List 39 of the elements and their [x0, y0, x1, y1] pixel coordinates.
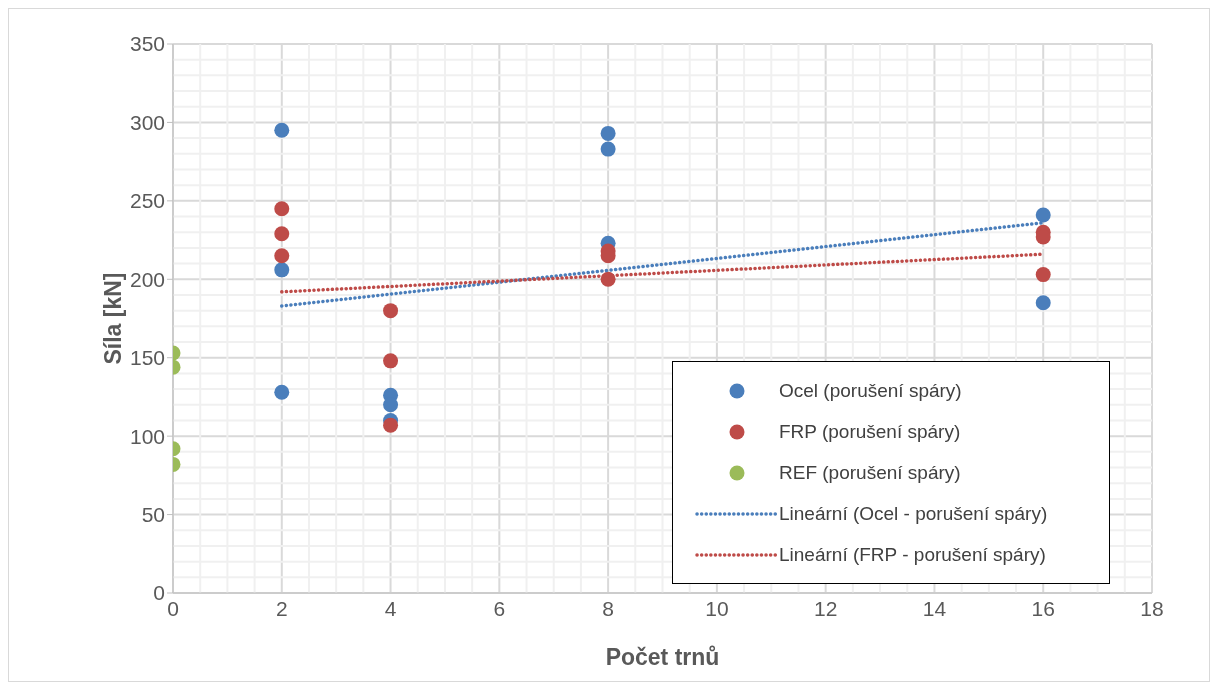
point [274, 262, 290, 278]
y-tick-label: 150 [129, 346, 165, 370]
x-tick-label: 12 [813, 596, 838, 620]
x-axis-title: Počet trnů [605, 644, 720, 670]
x-tick-label: 2 [275, 596, 288, 620]
point [274, 248, 290, 264]
point [274, 201, 290, 217]
point [600, 125, 616, 141]
legend-label: Lineární (Ocel - porušení spáry) [779, 502, 1048, 525]
point [274, 122, 290, 138]
legend-label: Lineární (FRP - porušení spáry) [779, 543, 1046, 566]
y-tick-label: 200 [129, 267, 165, 291]
x-tick-label: 10 [705, 596, 729, 620]
point [383, 397, 399, 413]
x-tick-label: 4 [384, 596, 397, 620]
legend-label: REF (porušení spáry) [779, 461, 961, 484]
point [383, 353, 399, 369]
y-tick-label: 50 [141, 503, 165, 527]
point [274, 384, 290, 400]
y-tick-label: 350 [129, 32, 165, 56]
y-tick-label: 250 [129, 189, 165, 213]
x-tick-label: 8 [602, 596, 614, 620]
x-tick-label: 14 [922, 596, 947, 620]
x-tick-label: 16 [1031, 596, 1055, 620]
point [274, 226, 290, 242]
legend-label: FRP (porušení spáry) [779, 420, 961, 443]
x-tick-label: 18 [1140, 596, 1164, 620]
x-tick-label: 6 [493, 596, 506, 620]
legend-label: Ocel (porušení spáry) [779, 379, 962, 402]
point [383, 417, 399, 433]
y-tick-label: 300 [129, 110, 165, 134]
y-tick-label: 0 [153, 581, 165, 605]
point [383, 303, 399, 319]
y-axis-title: Síla [kN] [100, 272, 127, 365]
y-tick-label: 100 [129, 424, 165, 448]
point [1035, 295, 1051, 311]
point [1035, 267, 1051, 283]
point [1035, 207, 1051, 223]
point [600, 141, 616, 157]
